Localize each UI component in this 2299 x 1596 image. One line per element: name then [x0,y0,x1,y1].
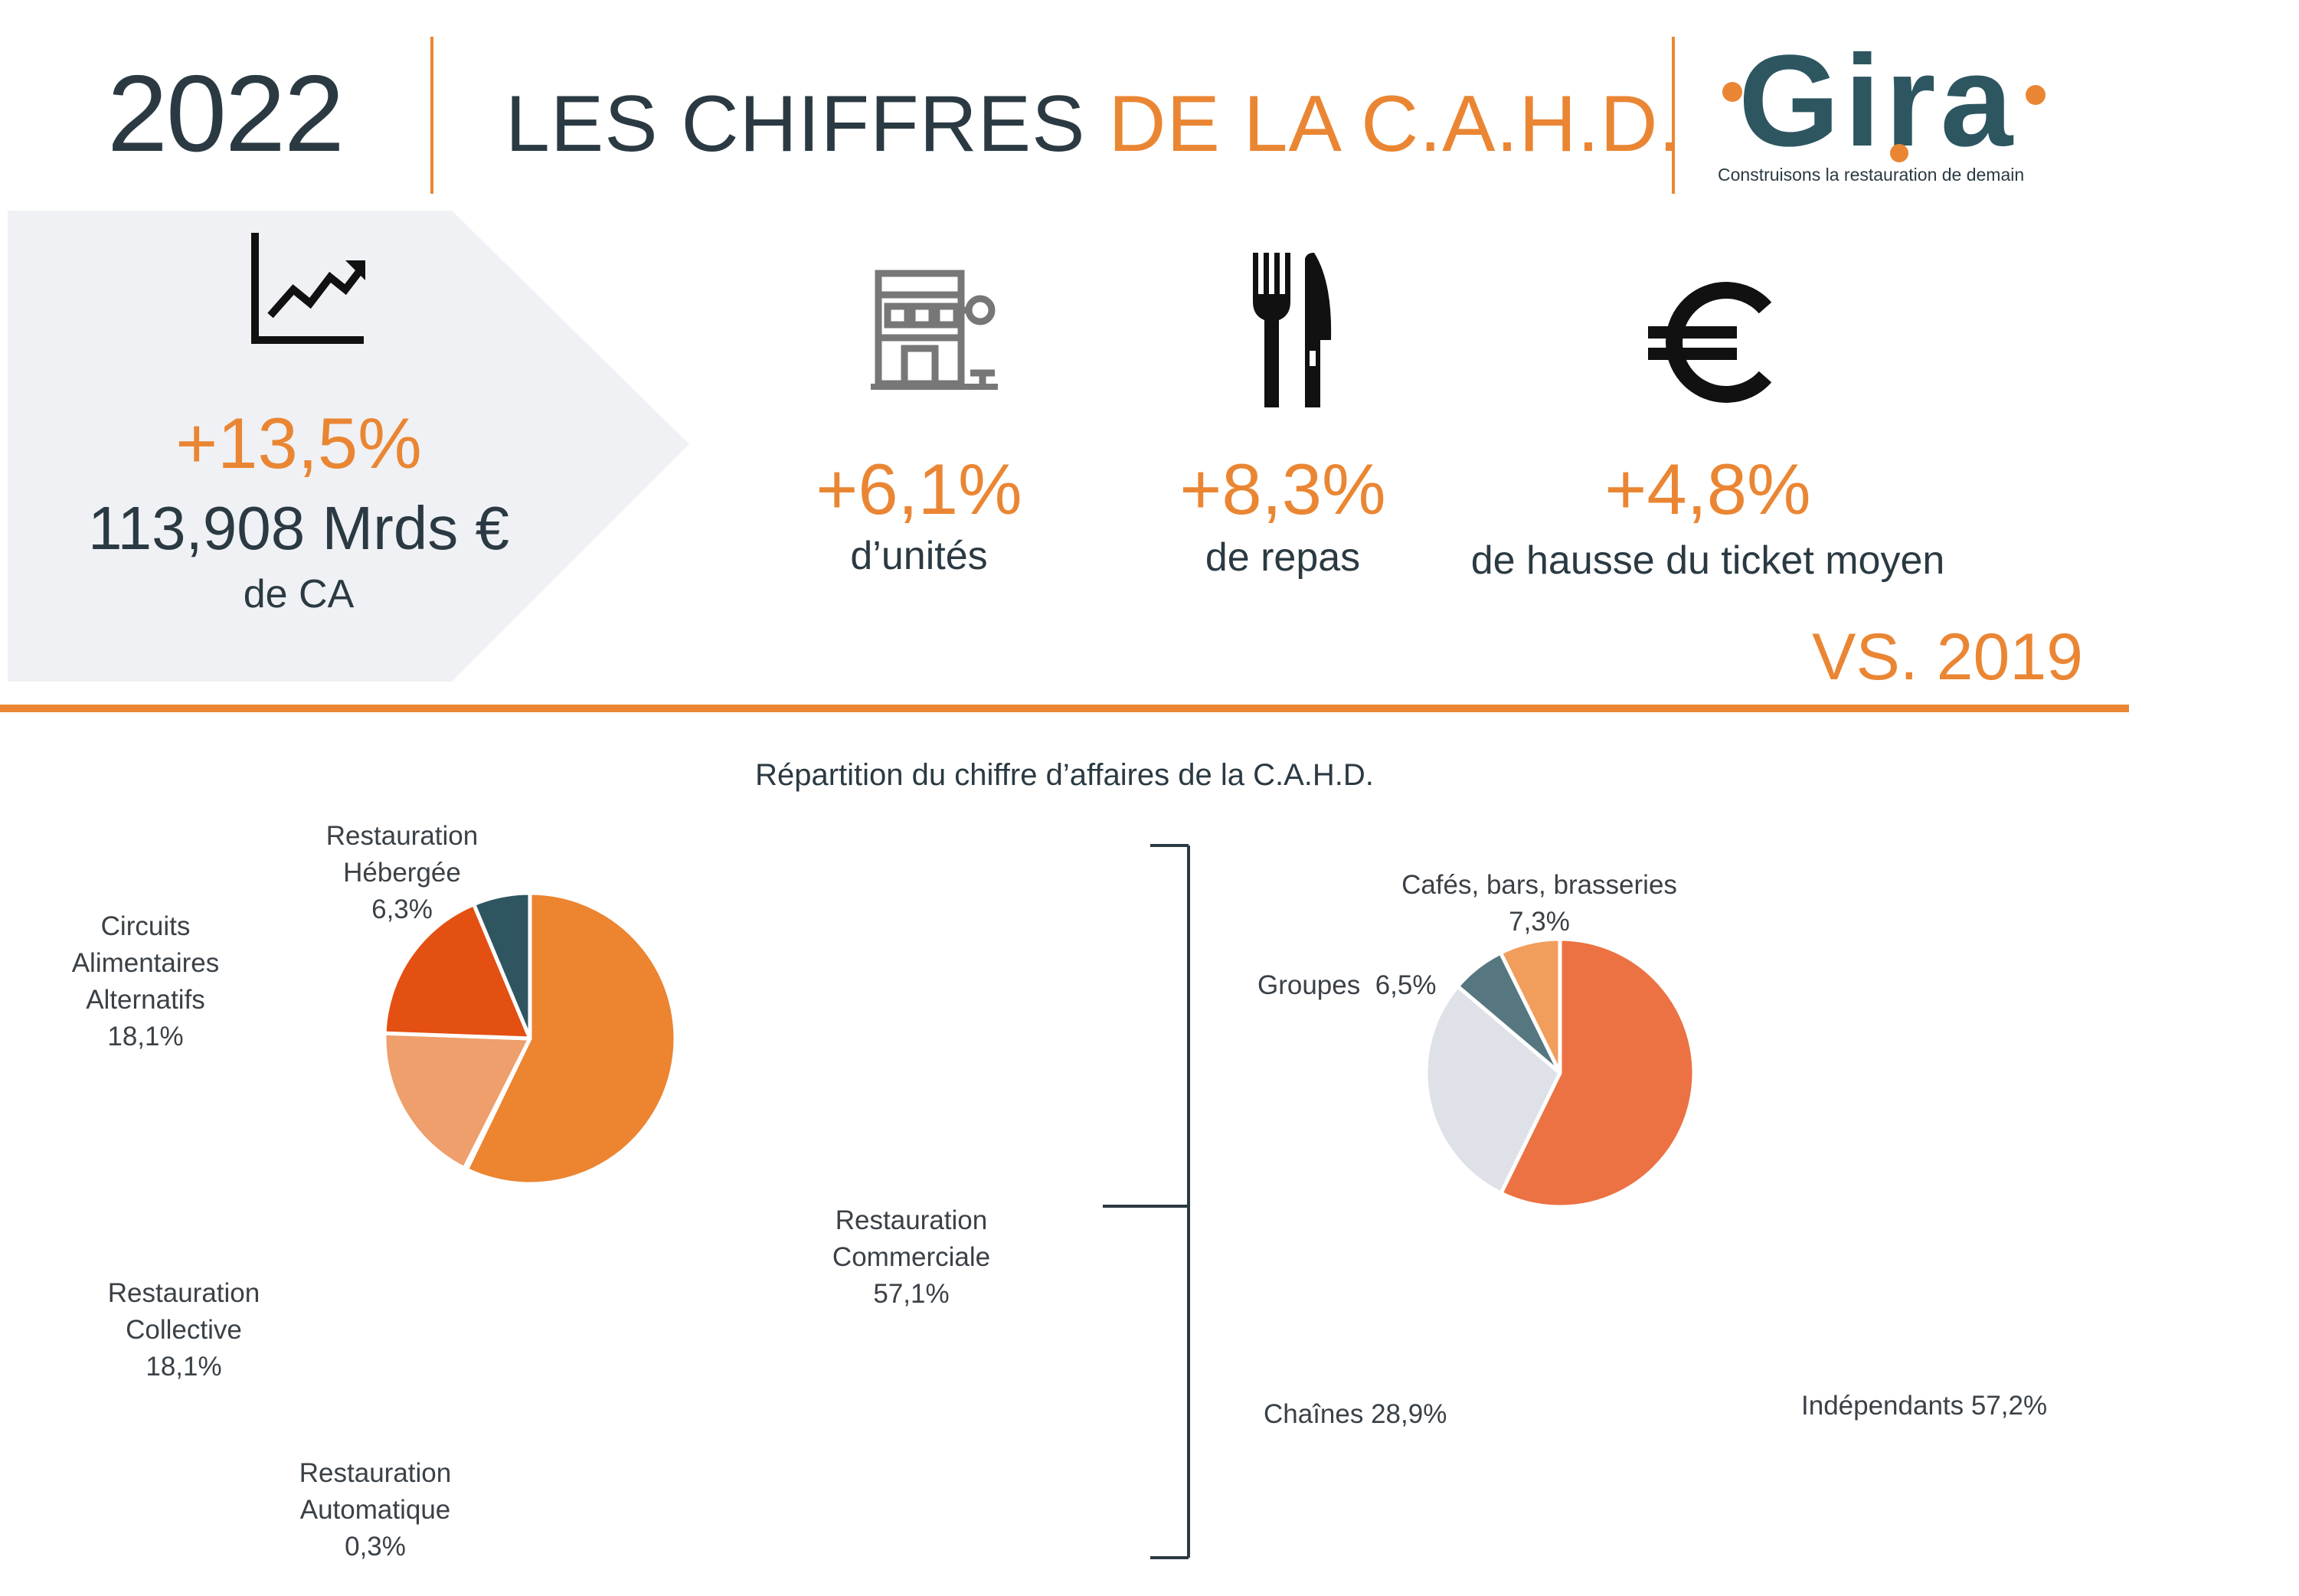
pie-slice-restauration-hebergee [472,891,532,1041]
label-groupes: Groupes 6,5% [1257,970,1437,1000]
label-line: Restauration [835,1205,988,1235]
pie-slice-cafes-bars-brasseries [1498,937,1562,1075]
header-divider-left [430,37,433,194]
storefront-icon [869,264,999,394]
fork-knife-icon [1248,251,1340,412]
logo-dot-left [1722,82,1742,102]
label-value: 6,3% [371,894,433,924]
bracket-connector [1103,844,1190,1559]
label-restauration-hebergee: Restauration Hébergée 6,3% [295,818,509,928]
label-chaines: Chaînes 28,9% [1264,1399,1447,1429]
label-line: Alimentaires [71,948,220,978]
gira-logo: Gira [1715,28,2098,191]
ca-label: de CA [243,572,355,616]
ca-growth-percent: +13,5% [175,403,422,483]
section-divider [0,705,2129,712]
label-line: Restauration [107,1278,260,1308]
label-line: Commerciale [832,1242,991,1272]
logo-tagline: Construisons la restauration de demain [1718,165,2025,185]
logo-dot-right [2026,85,2046,105]
label-value: 57,1% [873,1279,950,1309]
logo-dot-middle [1890,144,1908,162]
ticket-percent: +4,8% [1604,449,1811,529]
euro-icon [1647,277,1777,407]
label-value: 0,3% [345,1532,406,1562]
label-line: Hébergée [343,858,461,888]
highlight-panel [8,211,689,682]
pie-slice-chaines [1424,984,1562,1195]
label-value: 7,3% [1509,907,1570,937]
label-restauration-commerciale: Restauration Commerciale 57,1% [804,1202,1019,1313]
label-name: Cafés, bars, brasseries [1401,870,1677,900]
pie-slice-restauration-collective [382,1031,532,1171]
units-percent: +6,1% [816,449,1022,529]
title-part-2: DE LA C.A.H.D. [1108,80,1682,168]
label-line: Collective [126,1315,242,1345]
label-line: Circuits [100,911,191,941]
pie-slice-restauration-commerciale [464,891,678,1186]
growth-chart-icon [247,230,370,345]
label-circuits-alternatifs: Circuits Alimentaires Alternatifs 18,1% [46,908,245,1055]
page-title: LES CHIFFRES DE LA C.A.H.D. [505,84,1681,164]
label-line: Restauration [299,1458,452,1488]
logo-wordmark: Gira [1738,31,2017,174]
pie-chart-commerciale [1424,937,1696,1209]
label-cafes-bars-brasseries: Cafés, bars, brasseries 7,3% [1371,867,1708,940]
label-line: Alternatifs [86,985,205,1015]
comparison-label: VS. 2019 [1812,620,2083,694]
label-line: Automatique [299,1495,451,1525]
chart-title: Répartition du chiffre d’affaires de la … [755,758,1374,792]
label-restauration-automatique: Restauration Automatique 0,3% [276,1455,475,1565]
header-divider-right [1672,37,1675,194]
title-part-1: LES CHIFFRES [505,80,1086,168]
meals-label: de repas [1205,535,1361,580]
meals-percent: +8,3% [1179,449,1386,529]
pie-chart-cahd [382,891,678,1186]
label-value: 18,1% [146,1352,222,1382]
units-label: d’unités [850,534,988,578]
ca-total-value: 113,908 Mrds € [88,494,509,562]
pie-slice-independants [1499,937,1696,1209]
label-restauration-collective: Restauration Collective 18,1% [84,1275,283,1385]
label-independants: Indépendants 57,2% [1801,1391,2048,1421]
gira-logo-mark: Gira [1722,28,2046,174]
label-value: 18,1% [107,1022,184,1051]
label-line: Restauration [325,821,479,851]
ticket-label: de hausse du ticket moyen [1470,538,1945,583]
pie-slice-circuits-alimentaires-alternatifs [382,902,532,1041]
year-heading: 2022 [107,53,345,175]
